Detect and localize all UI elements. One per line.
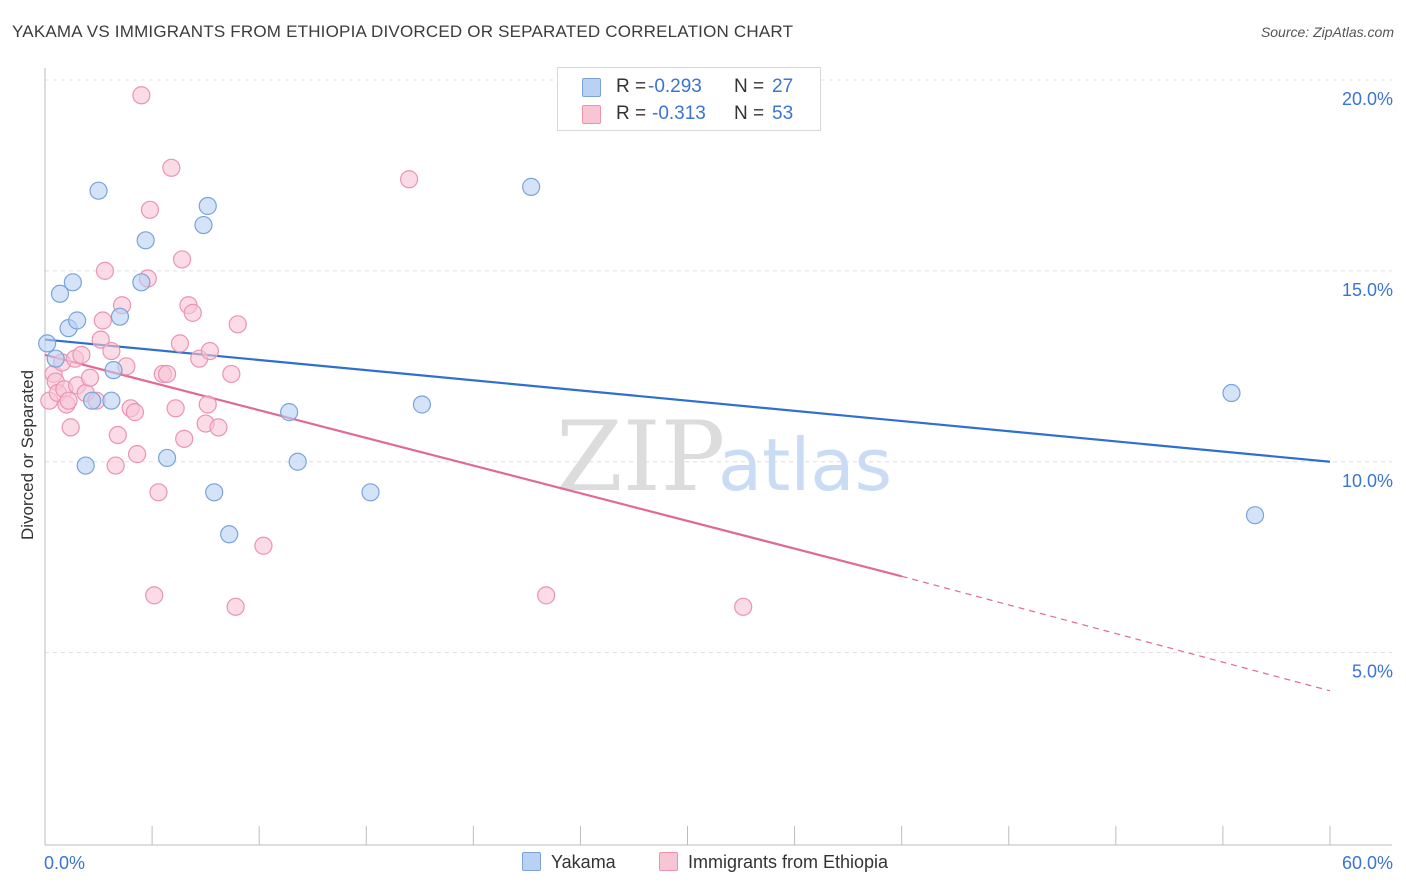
ethiopia-point bbox=[149, 483, 168, 502]
legend-n-label: N = bbox=[734, 76, 765, 97]
yakama-point bbox=[205, 483, 224, 502]
ethiopia-point bbox=[175, 429, 194, 448]
yakama-point bbox=[68, 311, 87, 330]
yakama-point bbox=[1245, 506, 1265, 525]
legend-swatch-ethiopia bbox=[582, 105, 601, 124]
yakama-point bbox=[136, 231, 155, 250]
x-tick-label: 60.0% bbox=[1342, 853, 1393, 873]
bottom-legend-label-ethiopia: Immigrants from Ethiopia bbox=[688, 852, 889, 872]
ethiopia-point bbox=[108, 425, 127, 445]
yakama-point bbox=[63, 273, 82, 292]
y-tick-label: 20.0% bbox=[1342, 89, 1393, 109]
yakama-point bbox=[288, 452, 307, 471]
ethiopia-point bbox=[125, 403, 145, 422]
yakama-point bbox=[89, 181, 108, 200]
yakama-point bbox=[50, 284, 70, 303]
ethiopia-point bbox=[95, 261, 115, 280]
yakama-point bbox=[220, 525, 239, 544]
ethiopia-point bbox=[162, 158, 181, 177]
legend-n-value-ethiopia: 53 bbox=[772, 103, 794, 124]
ethiopia-point bbox=[61, 418, 80, 437]
yakama-point bbox=[1222, 383, 1241, 403]
yakama-point bbox=[104, 361, 123, 380]
ethiopia-point bbox=[734, 597, 753, 616]
ethiopia-point bbox=[172, 250, 192, 269]
yakama-point bbox=[132, 273, 151, 292]
bottom-legend-swatch-ethiopia bbox=[659, 852, 678, 871]
yakama-point bbox=[38, 334, 57, 353]
y-tick-label: 15.0% bbox=[1342, 280, 1393, 300]
yakama-point bbox=[76, 456, 95, 475]
ethiopia-point bbox=[170, 334, 190, 353]
ethiopia-point bbox=[226, 597, 245, 616]
correlation-legend: R = -0.293 N = 27 R = -0.313 N = 53 bbox=[557, 67, 821, 131]
bottom-legend-ethiopia: Immigrants from Ethiopia bbox=[659, 852, 888, 873]
ethiopia-point bbox=[198, 395, 217, 414]
ethiopia-point bbox=[399, 170, 419, 189]
ethiopia-point bbox=[80, 368, 100, 387]
ethiopia-point bbox=[72, 345, 91, 364]
yakama-point bbox=[194, 215, 213, 235]
chart-title: YAKAMA VS IMMIGRANTS FROM ETHIOPIA DIVOR… bbox=[12, 22, 794, 41]
ethiopia-point bbox=[106, 456, 125, 475]
yakama-point bbox=[280, 403, 299, 422]
ethiopia-point bbox=[183, 303, 202, 322]
ethiopia-point bbox=[157, 364, 177, 384]
yakama-point bbox=[110, 307, 130, 326]
watermark-atlas: atlas bbox=[718, 423, 892, 507]
y-tick-label: 5.0% bbox=[1352, 662, 1393, 682]
ethiopia-point bbox=[209, 418, 228, 437]
watermark: ZIP atlas bbox=[556, 401, 892, 513]
ethiopia-point bbox=[200, 341, 220, 361]
y-axis-label: Divorced or Separated bbox=[18, 370, 37, 540]
trendline-yakama bbox=[44, 338, 1331, 463]
ethiopia-point bbox=[537, 586, 556, 605]
ethiopia-point bbox=[222, 364, 241, 384]
ethiopia-point bbox=[59, 391, 78, 410]
yakama-point bbox=[412, 395, 432, 414]
bottom-legend-label-yakama: Yakama bbox=[551, 852, 616, 872]
yakama-point bbox=[198, 196, 217, 216]
ethiopia-point bbox=[93, 311, 112, 330]
ethiopia-point bbox=[91, 330, 110, 349]
ethiopia-point bbox=[127, 445, 147, 464]
ethiopia-point bbox=[145, 586, 164, 605]
trendline-ethiopia-extrapolated bbox=[901, 575, 1331, 692]
axes: 5.0% 10.0% 15.0% 20.0% 0.0% 60.0% bbox=[44, 68, 1393, 873]
yakama-point bbox=[102, 391, 121, 410]
yakama-point bbox=[157, 448, 177, 468]
bottom-legend-swatch-yakama bbox=[522, 852, 541, 871]
ethiopia-point bbox=[166, 399, 185, 418]
y-tick-label: 10.0% bbox=[1342, 471, 1393, 491]
legend-swatch-yakama bbox=[582, 78, 601, 97]
watermark-zip: ZIP bbox=[556, 401, 725, 513]
legend-r-label: R = bbox=[616, 103, 647, 124]
gridlines bbox=[45, 79, 1392, 654]
ethiopia-point bbox=[140, 200, 160, 219]
yakama-point bbox=[522, 177, 541, 196]
legend-r-value-ethiopia: -0.313 bbox=[652, 103, 706, 124]
ethiopia-point bbox=[254, 536, 273, 555]
data-points bbox=[38, 86, 1265, 616]
ethiopia-point bbox=[132, 86, 151, 105]
bottom-legend-yakama: Yakama bbox=[522, 852, 616, 873]
source-credit: Source: ZipAtlas.com bbox=[1260, 24, 1394, 40]
yakama-point bbox=[361, 483, 380, 502]
legend-n-label: N = bbox=[734, 103, 765, 124]
yakama-point bbox=[83, 391, 102, 410]
legend-r-label: R = bbox=[616, 76, 647, 97]
legend-n-value-yakama: 27 bbox=[772, 76, 794, 97]
ethiopia-point bbox=[228, 315, 247, 334]
trendlines bbox=[44, 338, 1331, 692]
ethiopia-point bbox=[102, 341, 121, 361]
yakama-point bbox=[46, 349, 65, 368]
legend-r-value-yakama: -0.293 bbox=[648, 76, 702, 97]
trendline-ethiopia bbox=[44, 353, 902, 578]
x-tick-label: 0.0% bbox=[44, 853, 85, 873]
